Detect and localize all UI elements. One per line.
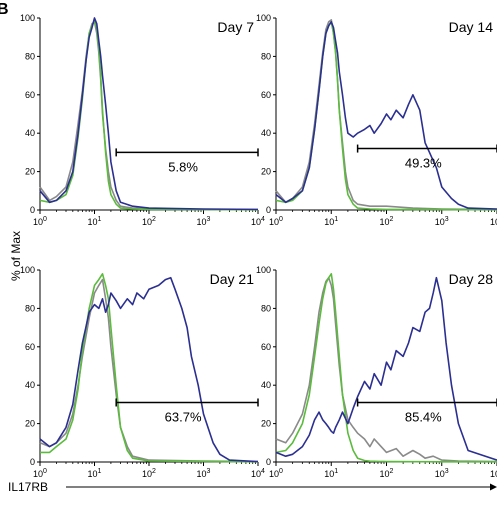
x-tick-label: 104 [490,468,497,479]
histogram-series-blue [39,276,259,463]
day-annotation: Day 7 [217,19,254,35]
y-tick-label: 80 [25,51,35,61]
y-tick-label: 0 [30,457,35,467]
panels: 0 20 40 60 80 100 100 101 102 103 104 5.8% Day 7 0 20 4… [20,13,497,479]
histogram-series-green [39,19,259,211]
x-tick-label: 104 [490,216,497,227]
histogram-series-green [40,272,259,463]
gate-percentage: 49.3% [405,156,442,171]
histogram-series-gray [275,276,497,463]
y-tick-label: 100 [20,265,35,275]
x-tick-label: 100 [33,468,47,479]
x-tick-label: 102 [142,468,156,479]
y-tick-label: 20 [261,167,271,177]
x-tick-label: 100 [269,468,283,479]
x-axis-arrow-head [490,483,497,491]
y-axis-title: % of Max [9,231,23,281]
y-tick-label: 60 [25,90,35,100]
gate-percentage: 5.8% [168,159,198,174]
y-tick-label: 80 [25,303,35,313]
x-tick-label: 103 [197,468,211,479]
x-tick-label: 101 [324,216,338,227]
day-annotation: Day 28 [449,271,494,287]
x-tick-label: 104 [251,216,265,227]
x-axis-title: IL17RB [8,480,48,494]
histogram-panel-1: 0 20 40 60 80 100 100 101 102 103 104 5.8% Day 7 [20,13,265,227]
y-tick-label: 40 [25,128,35,138]
x-tick-label: 102 [380,216,394,227]
y-tick-label: 0 [266,457,271,467]
x-tick-label: 104 [251,468,265,479]
x-tick-label: 103 [197,216,211,227]
y-tick-label: 40 [261,380,271,390]
y-tick-label: 60 [261,342,271,352]
x-tick-label: 103 [435,216,449,227]
histogram-series-green [275,272,497,463]
gate-percentage: 85.4% [405,409,442,424]
y-tick-label: 40 [25,380,35,390]
x-tick-label: 100 [269,216,283,227]
y-tick-label: 40 [261,128,271,138]
y-tick-label: 20 [25,419,35,429]
y-tick-label: 80 [261,303,271,313]
histogram-panel-4: 0 20 40 60 80 100 100 101 102 103 104 85.4% Day 28 [256,265,497,479]
histogram-series-gray [39,20,259,211]
y-tick-label: 100 [256,13,271,23]
x-tick-label: 103 [435,468,449,479]
x-tick-label: 100 [33,216,47,227]
y-tick-label: 60 [25,342,35,352]
histogram-series-gray [39,278,259,463]
y-tick-label: 20 [261,419,271,429]
histogram-panel-2: 0 20 40 60 80 100 100 101 102 103 104 49.3% Day 14 [256,13,497,227]
x-tick-label: 101 [88,216,102,227]
y-tick-label: 60 [261,90,271,100]
x-tick-label: 102 [142,216,156,227]
day-annotation: Day 14 [449,19,494,35]
x-tick-label: 101 [324,468,338,479]
histogram-series-blue [275,276,497,461]
gate-percentage: 63.7% [165,409,202,424]
day-annotation: Day 21 [210,271,255,287]
y-tick-label: 0 [266,205,271,215]
histogram-series-green [275,20,497,211]
histogram-panel-3: 0 20 40 60 80 100 100 101 102 103 104 63.7% Day 21 [20,265,265,479]
x-tick-label: 102 [380,468,394,479]
y-tick-label: 0 [30,205,35,215]
y-tick-label: 100 [20,13,35,23]
y-tick-label: 80 [261,51,271,61]
histogram-series-blue [275,20,497,210]
panel-letter: B [0,1,9,18]
y-tick-label: 20 [25,167,35,177]
y-tick-label: 100 [256,265,271,275]
histogram-series-blue [39,17,259,211]
x-tick-label: 101 [88,468,102,479]
